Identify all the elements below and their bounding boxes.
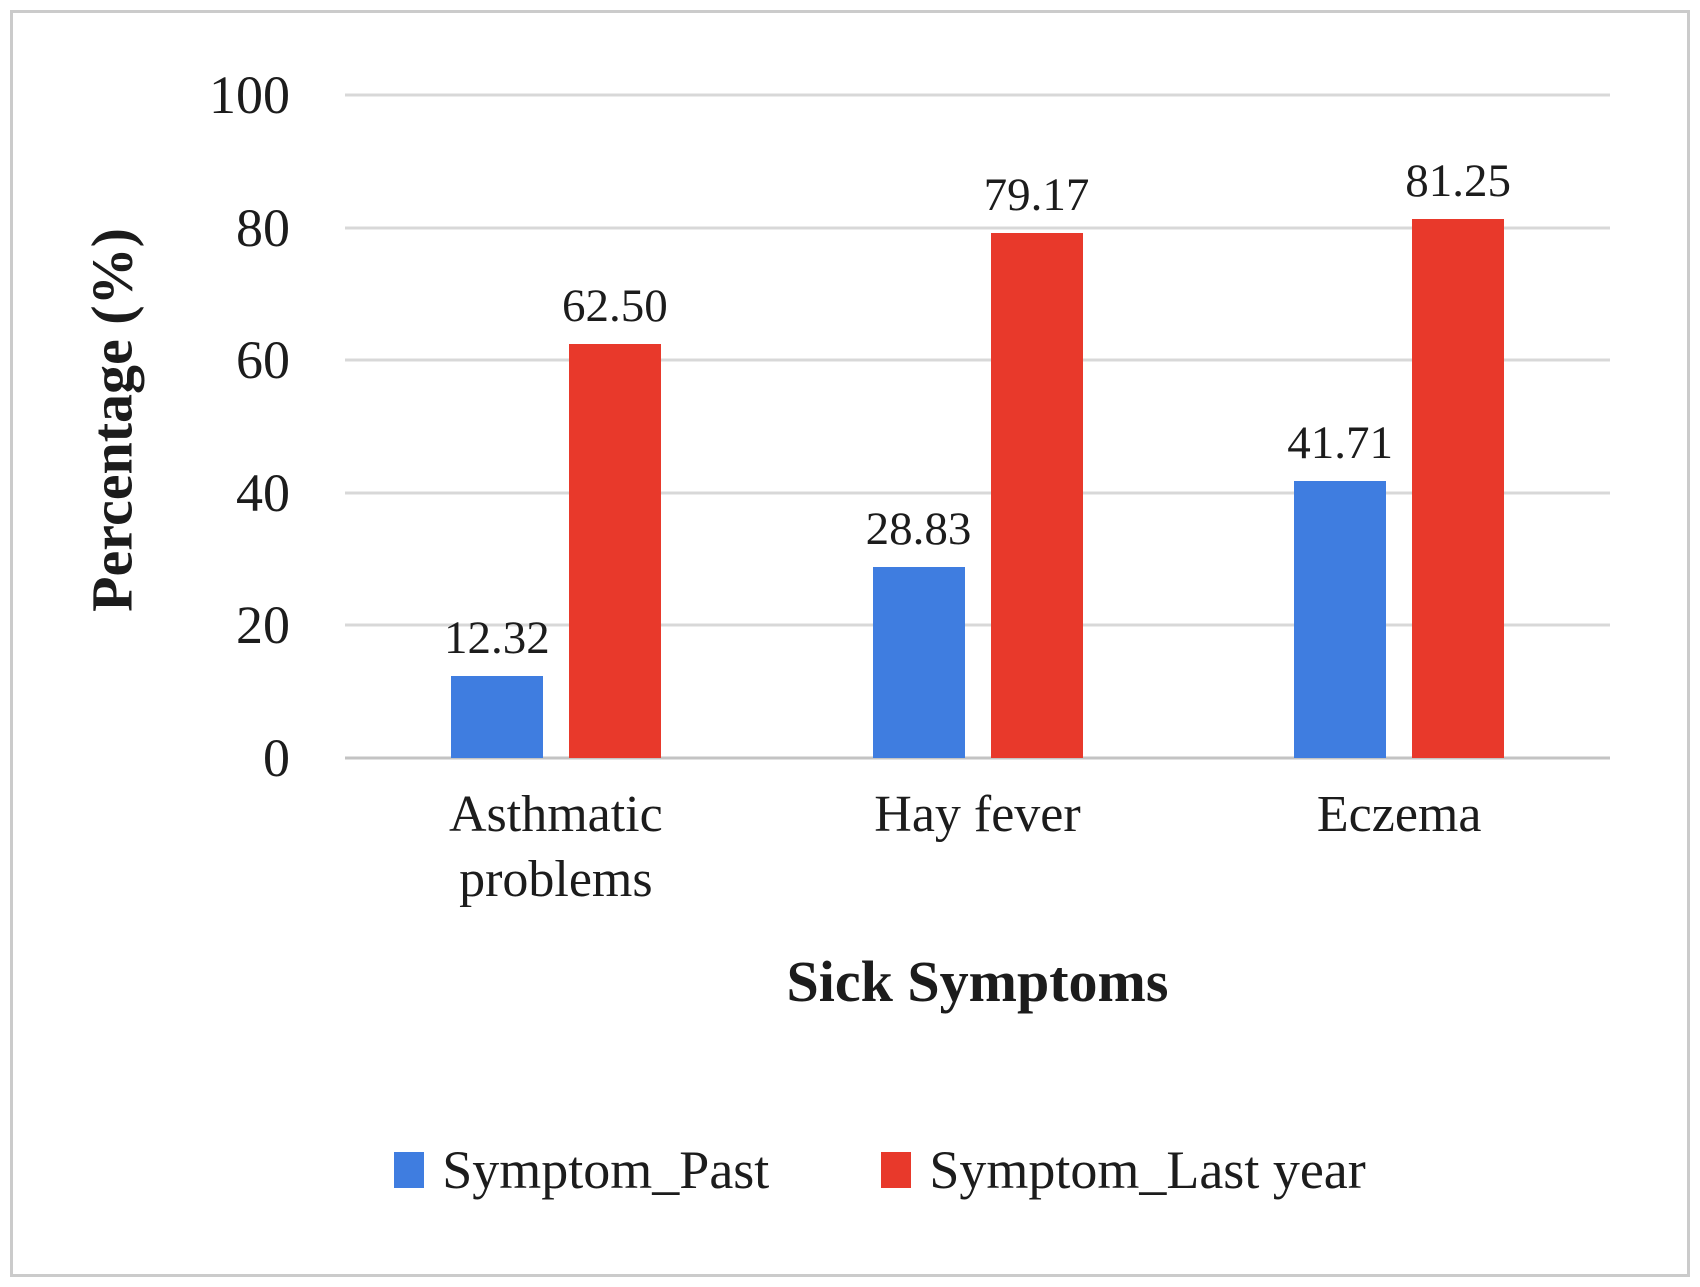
bar: 12.32 bbox=[444, 615, 550, 758]
x-axis-line bbox=[345, 756, 1610, 760]
bar-value-label: 28.83 bbox=[865, 502, 972, 555]
plot-area: 12.32 62.50 28.83 79.17 41.71 81.25 bbox=[345, 93, 1610, 760]
bar: 81.25 bbox=[1405, 158, 1511, 758]
y-tick-label: 20 bbox=[236, 595, 290, 656]
y-tick-label: 40 bbox=[236, 462, 290, 523]
x-axis-category-labels: Asthmatic problems Hay fever Eczema bbox=[345, 782, 1610, 952]
legend-item: Symptom_Past bbox=[394, 1143, 769, 1197]
x-axis-title: Sick Symptoms bbox=[786, 949, 1169, 1014]
bar: 79.17 bbox=[984, 172, 1089, 758]
x-category-label: Eczema bbox=[1316, 786, 1482, 843]
gridline bbox=[345, 358, 1610, 362]
gridline bbox=[345, 491, 1610, 495]
legend: Symptom_Past Symptom_Last year bbox=[60, 1128, 1700, 1212]
bar: 62.50 bbox=[562, 282, 668, 758]
legend-swatch-icon bbox=[394, 1152, 425, 1188]
bar-value-label: 41.71 bbox=[1287, 417, 1394, 470]
bar-value-label: 12.32 bbox=[443, 612, 550, 665]
y-tick-label: 0 bbox=[263, 728, 290, 788]
x-category-label: Hay fever bbox=[874, 786, 1081, 843]
bar-group: 12.32 62.50 bbox=[444, 95, 668, 758]
bar-value-label: 81.25 bbox=[1405, 155, 1512, 208]
gridline bbox=[345, 226, 1610, 230]
legend-swatch-icon bbox=[881, 1152, 912, 1188]
gridline bbox=[345, 623, 1610, 627]
y-tick-label: 80 bbox=[236, 197, 290, 258]
legend-item: Symptom_Last year bbox=[881, 1140, 1366, 1200]
legend-label: Symptom_Past bbox=[442, 1140, 770, 1200]
bar-value-label: 79.17 bbox=[983, 169, 1090, 222]
bar: 41.71 bbox=[1287, 420, 1393, 758]
figure-frame bbox=[10, 10, 1690, 1277]
y-tick-label: 100 bbox=[209, 65, 290, 125]
bar-group: 41.71 81.25 bbox=[1287, 95, 1511, 758]
y-axis-tick-labels: 0 20 40 60 80 100 bbox=[0, 68, 290, 785]
legend-label: Symptom_Last year bbox=[929, 1140, 1366, 1200]
y-tick-label: 60 bbox=[236, 330, 290, 391]
x-category-label: Asthmatic problems bbox=[448, 786, 663, 908]
bar-value-label: 62.50 bbox=[561, 279, 668, 332]
bar: 28.83 bbox=[866, 505, 971, 758]
gridline bbox=[345, 93, 1610, 97]
bar-group: 28.83 79.17 bbox=[866, 95, 1089, 758]
